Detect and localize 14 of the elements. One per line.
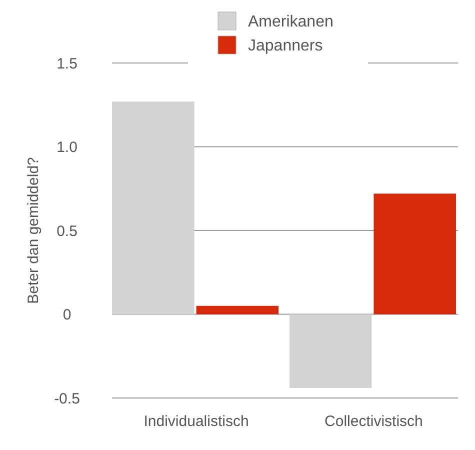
bar bbox=[196, 306, 279, 314]
x-tick-label: Individualistisch bbox=[144, 413, 249, 430]
bar bbox=[112, 102, 194, 314]
x-tick-label: Collectivistisch bbox=[324, 413, 423, 430]
y-tick-label: 0.5 bbox=[56, 222, 78, 240]
legend-label: Japanners bbox=[248, 38, 323, 55]
y-tick-label: 1.5 bbox=[56, 55, 78, 72]
bar bbox=[374, 194, 456, 314]
y-tick-label: -0.5 bbox=[54, 390, 80, 408]
bar bbox=[289, 314, 372, 388]
y-tick-label: 1.0 bbox=[56, 139, 78, 156]
y-tick-label: 0 bbox=[62, 306, 72, 324]
legend-label: Amerikanen bbox=[248, 14, 334, 31]
y-axis-title: Beter dan gemiddeld? bbox=[25, 157, 42, 304]
